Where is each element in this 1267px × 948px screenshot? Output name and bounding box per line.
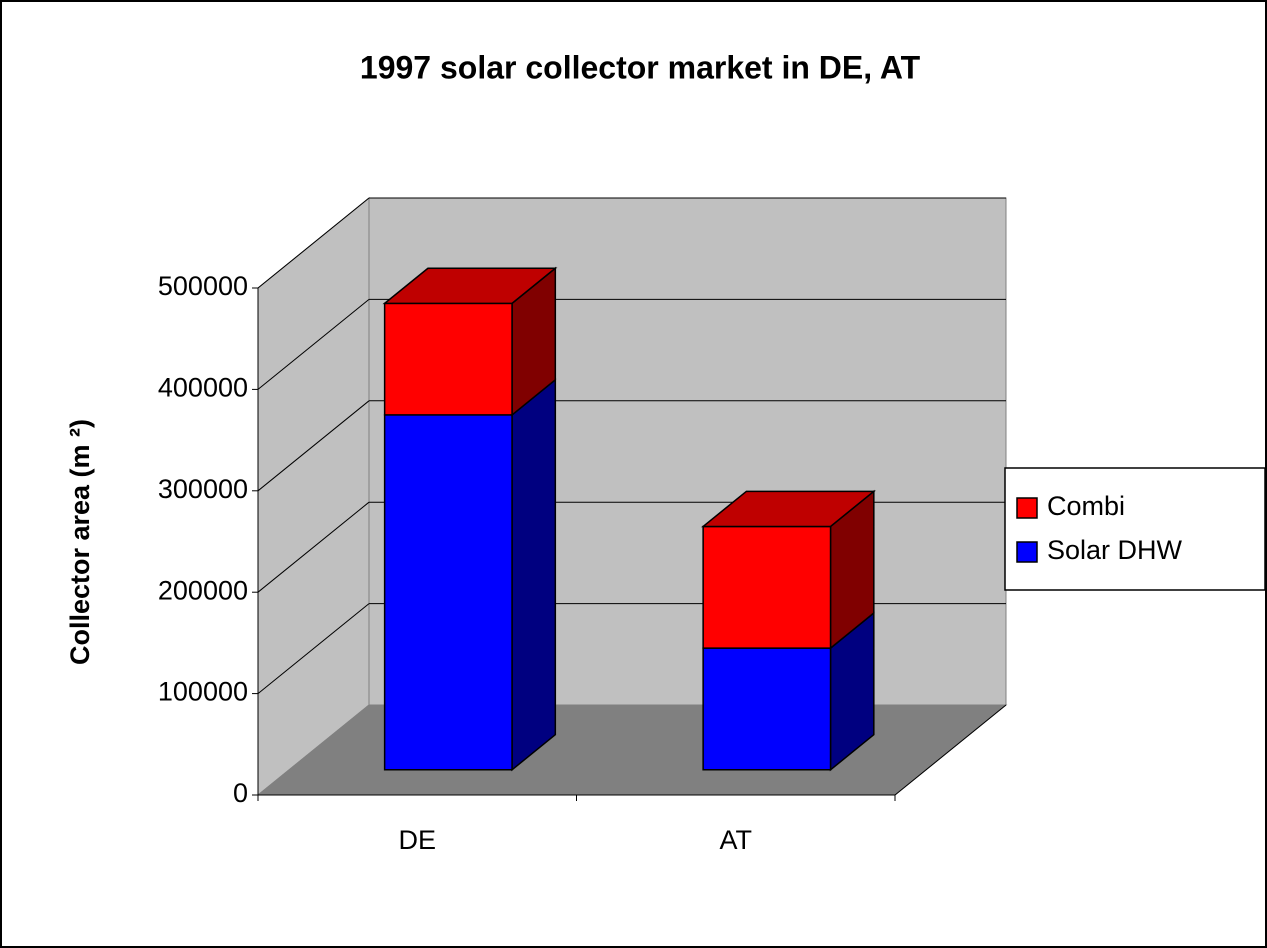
bar (383, 414, 513, 771)
y-tick-label: 100000 (158, 677, 248, 707)
legend-swatch (1016, 497, 1038, 519)
bar-side (511, 378, 557, 772)
y-tick-label: 400000 (158, 373, 248, 403)
grid-line (257, 299, 370, 390)
legend-swatch (1016, 541, 1038, 563)
legend-label: Solar DHW (1047, 535, 1183, 565)
y-tick-label: 500000 (158, 271, 248, 301)
chart-title: 1997 solar collector market in DE, AT (360, 49, 921, 85)
grid-line (257, 501, 370, 593)
y-tick-label: 300000 (158, 474, 248, 504)
side-wall (257, 196, 370, 797)
floor (256, 704, 1008, 796)
floor-edge (894, 704, 1007, 796)
grid-line (257, 603, 370, 694)
legend-label: Combi (1047, 491, 1125, 521)
legend-box (1004, 467, 1266, 591)
y-tick-label: 0 (233, 778, 248, 808)
y-tick-label: 200000 (158, 575, 248, 605)
bar-top (382, 267, 558, 305)
grid-line (257, 197, 370, 289)
bar-top (701, 490, 876, 528)
bar (702, 647, 832, 771)
bar (702, 525, 832, 649)
bar (383, 302, 513, 416)
x-tick-label: AT (720, 825, 753, 855)
x-tick-label: DE (398, 825, 436, 855)
grid-line (257, 400, 370, 492)
y-axis-label: Collector area (m ²) (65, 419, 95, 665)
